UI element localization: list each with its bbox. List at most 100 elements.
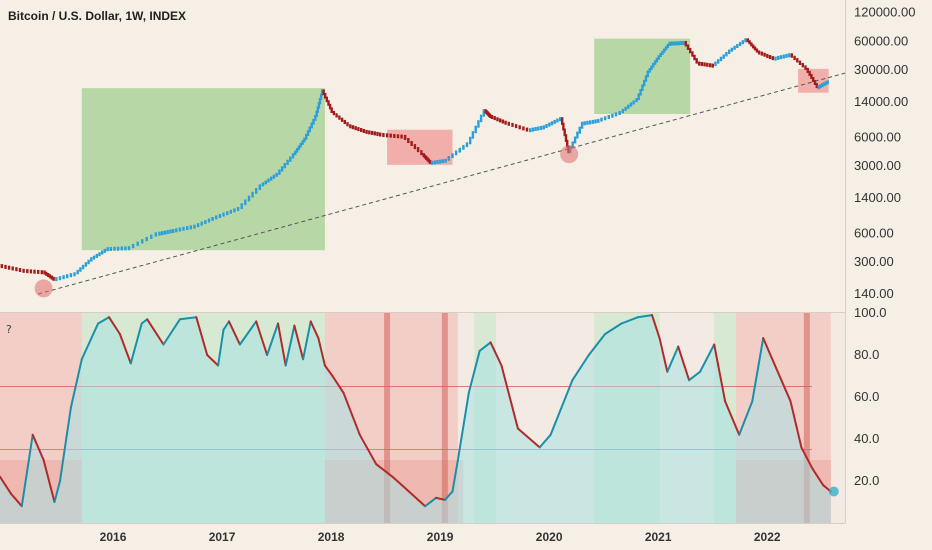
price-bar-223 [624, 106, 627, 111]
price-bar-18 [55, 277, 58, 282]
price-bar-53 [171, 229, 175, 233]
price-bar-119 [346, 122, 349, 127]
price-bar-71 [236, 207, 240, 211]
price-bar-222 [621, 108, 624, 114]
price-bar-309 [822, 82, 826, 87]
price-bar-11 [40, 270, 43, 275]
price-bar-39 [120, 246, 123, 251]
price-bar-263 [711, 63, 714, 68]
price-bar-147 [426, 157, 429, 162]
oscillator-segment-30 [317, 337, 326, 367]
price-bar-68 [226, 211, 229, 216]
price-bar-161 [465, 142, 469, 148]
price-bar-9 [33, 269, 36, 274]
price-bar-264 [714, 61, 717, 66]
price-bar-93 [299, 142, 302, 148]
oscillator-tick-label: 100.0 [854, 305, 887, 320]
price-bar-137 [400, 134, 403, 139]
price-bar-21 [66, 274, 69, 279]
oscillator-segment-53 [604, 322, 623, 335]
price-bar-304 [813, 80, 817, 85]
price-bar-57 [186, 226, 189, 231]
price-bar-43 [136, 241, 139, 246]
price-bar-255 [691, 51, 694, 57]
time-tick-label: 2019 [427, 530, 454, 544]
oscillator-segment-63 [724, 400, 741, 436]
price-bar-275 [744, 38, 747, 43]
price-bar-265 [717, 59, 720, 64]
price-bar-101 [314, 115, 317, 121]
price-bar-292 [785, 53, 788, 58]
oscillator-segment-69 [800, 446, 814, 470]
price-bar-212 [588, 120, 592, 125]
price-bar-162 [469, 136, 472, 145]
price-bar-157 [451, 153, 454, 159]
oscillator-segment-16 [178, 316, 198, 321]
price-layer [0, 38, 846, 298]
price-bar-24 [76, 269, 79, 275]
price-bar-133 [385, 133, 389, 138]
time-axis: 2016 2017 2018 2019 2020 2021 2022 [100, 530, 781, 544]
price-bar-7 [26, 269, 29, 274]
price-tick-label: 30000.00 [854, 62, 908, 77]
price-bar-85 [280, 166, 284, 172]
oscillator-segment-57 [658, 337, 669, 373]
price-bar-194 [550, 121, 554, 126]
price-bar-88 [289, 156, 292, 162]
price-bar-141 [413, 144, 417, 150]
price-bar-248 [675, 41, 678, 46]
price-bar-221 [618, 111, 621, 115]
price-tick-label: 120000.00 [854, 4, 915, 19]
oscillator-segment-56 [651, 314, 661, 340]
oscillator-segment-2 [20, 433, 34, 508]
price-bar-121 [351, 125, 355, 130]
price-bar-51 [166, 230, 169, 235]
price-bar-105 [318, 97, 322, 105]
price-bar-70 [233, 208, 236, 213]
price-bar-276 [746, 38, 749, 43]
price-bar-251 [682, 41, 685, 45]
price-bar-267 [722, 54, 725, 59]
oscillator-segment-64 [738, 400, 754, 436]
price-bar-247 [672, 41, 676, 46]
price-bar-140 [410, 141, 413, 146]
price-bar-159 [458, 147, 461, 153]
price-bar-123 [357, 127, 360, 132]
price-bar-155 [444, 158, 447, 163]
price-bar-1 [4, 264, 7, 269]
price-bar-4 [15, 267, 18, 272]
price-bar-31 [95, 253, 98, 258]
price-bar-164 [474, 125, 477, 134]
oscillator-segment-19 [217, 328, 225, 367]
oscillator-segment-29 [309, 320, 320, 340]
price-bar-297 [798, 60, 802, 65]
zones-layer [81, 38, 829, 251]
time-tick-label: 2016 [100, 530, 127, 544]
price-tick-label: 1400.00 [854, 190, 901, 205]
time-tick-label: 2021 [645, 530, 672, 544]
price-bar-59 [193, 224, 196, 229]
oscillator-segment-68 [789, 400, 803, 449]
price-bar-15 [48, 274, 52, 279]
price-bar-142 [416, 147, 420, 153]
price-bar-17 [52, 276, 55, 281]
price-bar-240 [659, 52, 662, 58]
price-bar-308 [821, 83, 824, 88]
price-bar-202 [566, 139, 569, 148]
oscillator-segment-52 [587, 333, 607, 356]
price-bar-229 [639, 89, 642, 96]
price-bar-102 [315, 110, 318, 117]
oscillator-segment-50 [560, 379, 574, 409]
price-bar-45 [145, 236, 148, 242]
price-bar-97 [306, 130, 310, 136]
price-bar-89 [291, 153, 295, 159]
price-bar-56 [182, 226, 185, 231]
price-bar-144 [422, 153, 425, 158]
price-bar-245 [668, 41, 671, 46]
oscillator-segment-55 [636, 314, 653, 319]
price-bar-103 [316, 106, 319, 113]
price-bar-298 [801, 63, 804, 68]
price-bar-301 [808, 70, 811, 76]
help-icon[interactable]: ? [6, 323, 12, 336]
price-bar-253 [686, 44, 690, 50]
